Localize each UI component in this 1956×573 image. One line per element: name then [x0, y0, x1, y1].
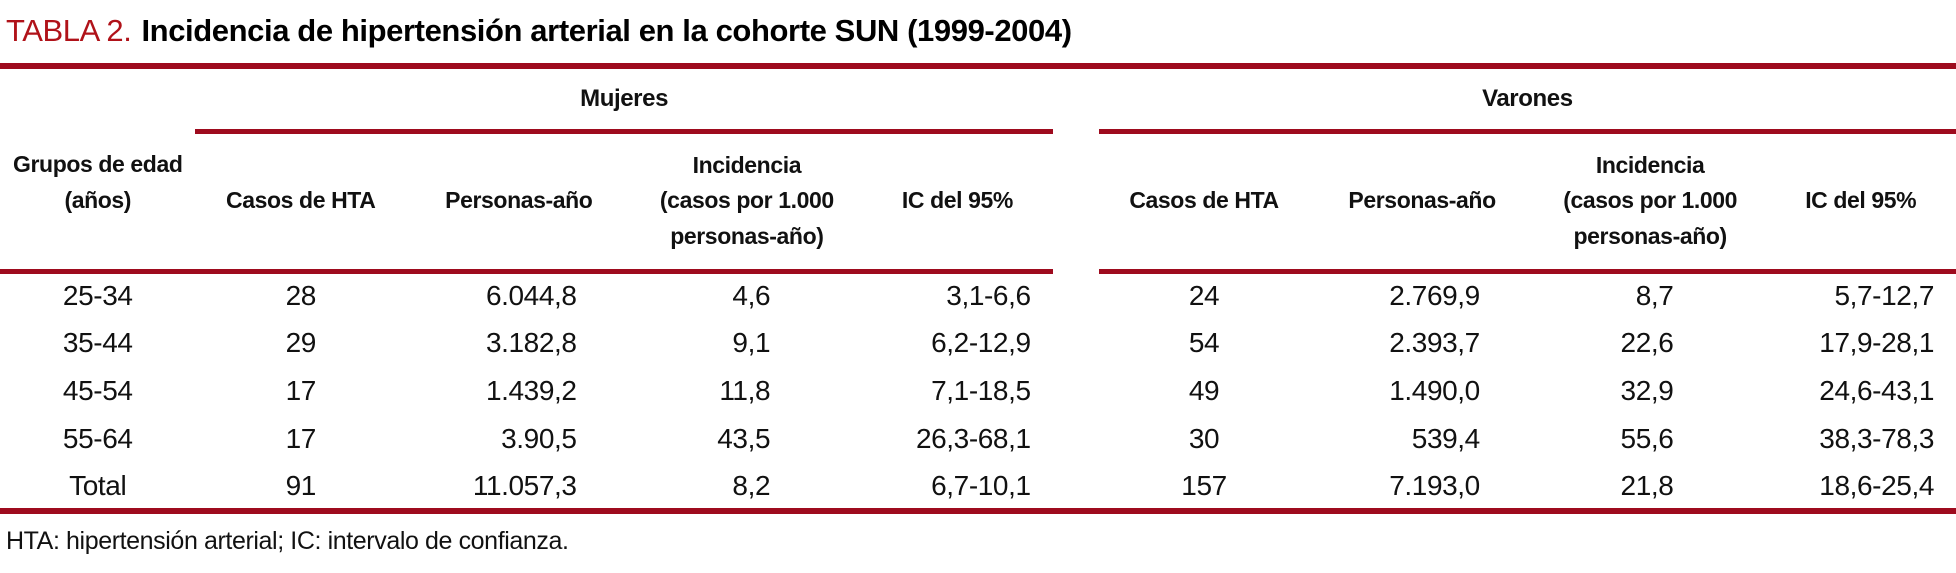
cell-varones-incidencia: 55,6 — [1620, 423, 1674, 455]
cell-mujeres-incidencia: 4,6 — [631, 268, 863, 320]
cell-mujeres-incidencia: 43,5 — [717, 423, 771, 455]
cell-mujeres-incidencia: 8,2 — [631, 463, 863, 515]
cell-mujeres-personas: 1.439,2 — [485, 375, 577, 407]
cell-mujeres-casos: 91 — [195, 463, 407, 515]
header-mujeres-casos: Casos de HTA — [226, 187, 376, 214]
incidence-table: Mujeres Varones Grupos de edad (años) Ca… — [0, 69, 1956, 515]
cell-mujeres-ic: 3,1-6,6 — [862, 268, 1053, 320]
group-header-row: Mujeres Varones — [0, 69, 1956, 134]
table-row: 25-34 28 6.044,8 4,6 3,1-6,6 24 2.769,9 … — [0, 268, 1956, 320]
cell-mujeres-ic: 7,1-18,5 — [931, 375, 1031, 407]
cell-edad: 35-44 — [62, 327, 133, 359]
cell-varones-casos: 30 — [1188, 423, 1220, 455]
column-header-row: Grupos de edad (años) Casos de HTA Perso… — [0, 131, 1956, 271]
header-mujeres-personas: Personas-año — [445, 187, 593, 214]
header-varones-personas: Personas-año — [1348, 187, 1496, 214]
column-gap — [1053, 131, 1099, 271]
cell-edad: Total — [0, 463, 196, 515]
column-gap — [1053, 271, 1099, 319]
header-mujeres-incidencia: Incidencia (casos por 1.000 personas-año… — [659, 151, 834, 249]
stub-spacer — [0, 69, 195, 131]
cell-varones-personas: 7.193,0 — [1309, 463, 1535, 515]
cell-varones-ic: 24,6-43,1 — [1819, 375, 1934, 407]
cell-varones-personas: 2.393,7 — [1389, 327, 1480, 359]
cell-varones-casos: 157 — [1098, 463, 1310, 515]
cell-mujeres-personas: 3.90,5 — [501, 423, 577, 455]
cell-varones-casos: 49 — [1188, 375, 1220, 407]
cell-mujeres-ic: 6,2-12,9 — [931, 327, 1031, 359]
stub-header: Grupos de edad (años) — [0, 131, 195, 271]
cell-varones-personas: 2.769,9 — [1309, 268, 1535, 320]
cell-varones-ic: 38,3-78,3 — [1819, 423, 1934, 455]
cell-mujeres-casos: 29 — [285, 327, 317, 359]
column-gap — [1053, 415, 1099, 463]
cell-varones-casos: 54 — [1188, 327, 1220, 359]
cell-edad: 55-64 — [62, 423, 133, 455]
stub-header-line2: (años) — [64, 186, 132, 213]
group-header-mujeres: Mujeres — [195, 69, 1053, 134]
cell-mujeres-personas: 11.057,3 — [406, 463, 632, 515]
table-footnote: HTA: hipertensión arterial; IC: interval… — [6, 527, 569, 556]
cell-mujeres-casos: 28 — [195, 268, 407, 320]
group-header-varones: Varones — [1098, 69, 1956, 134]
cell-varones-incidencia: 21,8 — [1534, 463, 1766, 515]
cell-mujeres-personas: 6.044,8 — [406, 268, 632, 320]
table-row: 55-64 17 3.90,5 43,5 26,3-68,1 30 539,4 … — [0, 415, 1956, 463]
cell-varones-ic: 18,6-25,4 — [1765, 463, 1956, 515]
header-varones-ic: IC del 95% — [1805, 187, 1917, 214]
cell-mujeres-incidencia: 11,8 — [719, 375, 771, 407]
cell-mujeres-ic: 26,3-68,1 — [915, 423, 1031, 455]
cell-mujeres-ic: 6,7-10,1 — [862, 463, 1053, 515]
table-row: 35-44 29 3.182,8 9,1 6,2-12,9 54 2.393,7… — [0, 319, 1956, 367]
column-gap — [1053, 69, 1099, 131]
table-row-total: Total 91 11.057,3 8,2 6,7-10,1 157 7.193… — [0, 463, 1956, 515]
column-gap — [1053, 319, 1099, 367]
table-row: 45-54 17 1.439,2 11,8 7,1-18,5 49 1.490,… — [0, 367, 1956, 415]
column-gap — [1053, 367, 1099, 415]
cell-varones-personas: 1.490,0 — [1389, 375, 1480, 407]
cell-edad: 45-54 — [62, 375, 133, 407]
cell-mujeres-casos: 17 — [285, 375, 317, 407]
table-number-label: TABLA 2. — [6, 13, 132, 48]
cell-mujeres-personas: 3.182,8 — [485, 327, 577, 359]
top-rule-divider — [0, 63, 1956, 70]
cell-mujeres-casos: 17 — [285, 423, 317, 455]
table-title: TABLA 2. Incidencia de hipertensión arter… — [0, 0, 1956, 49]
cell-varones-ic: 5,7-12,7 — [1765, 268, 1956, 320]
cell-varones-incidencia: 8,7 — [1534, 268, 1766, 320]
cell-varones-casos: 24 — [1098, 268, 1310, 320]
header-varones-casos: Casos de HTA — [1129, 187, 1279, 214]
cell-varones-incidencia: 22,6 — [1620, 327, 1674, 359]
column-gap — [1052, 463, 1099, 515]
table-title-text: Incidencia de hipertensión arterial en l… — [141, 13, 1072, 48]
stub-header-line1: Grupos de edad — [13, 151, 183, 178]
cell-varones-personas: 539,4 — [1411, 423, 1480, 455]
header-varones-incidencia: Incidencia (casos por 1.000 personas-año… — [1563, 151, 1738, 249]
cell-varones-ic: 17,9-28,1 — [1819, 327, 1934, 359]
cell-edad: 25-34 — [0, 268, 196, 320]
cell-mujeres-incidencia: 9,1 — [732, 327, 771, 359]
cell-varones-incidencia: 32,9 — [1620, 375, 1674, 407]
header-mujeres-ic: IC del 95% — [901, 187, 1013, 214]
